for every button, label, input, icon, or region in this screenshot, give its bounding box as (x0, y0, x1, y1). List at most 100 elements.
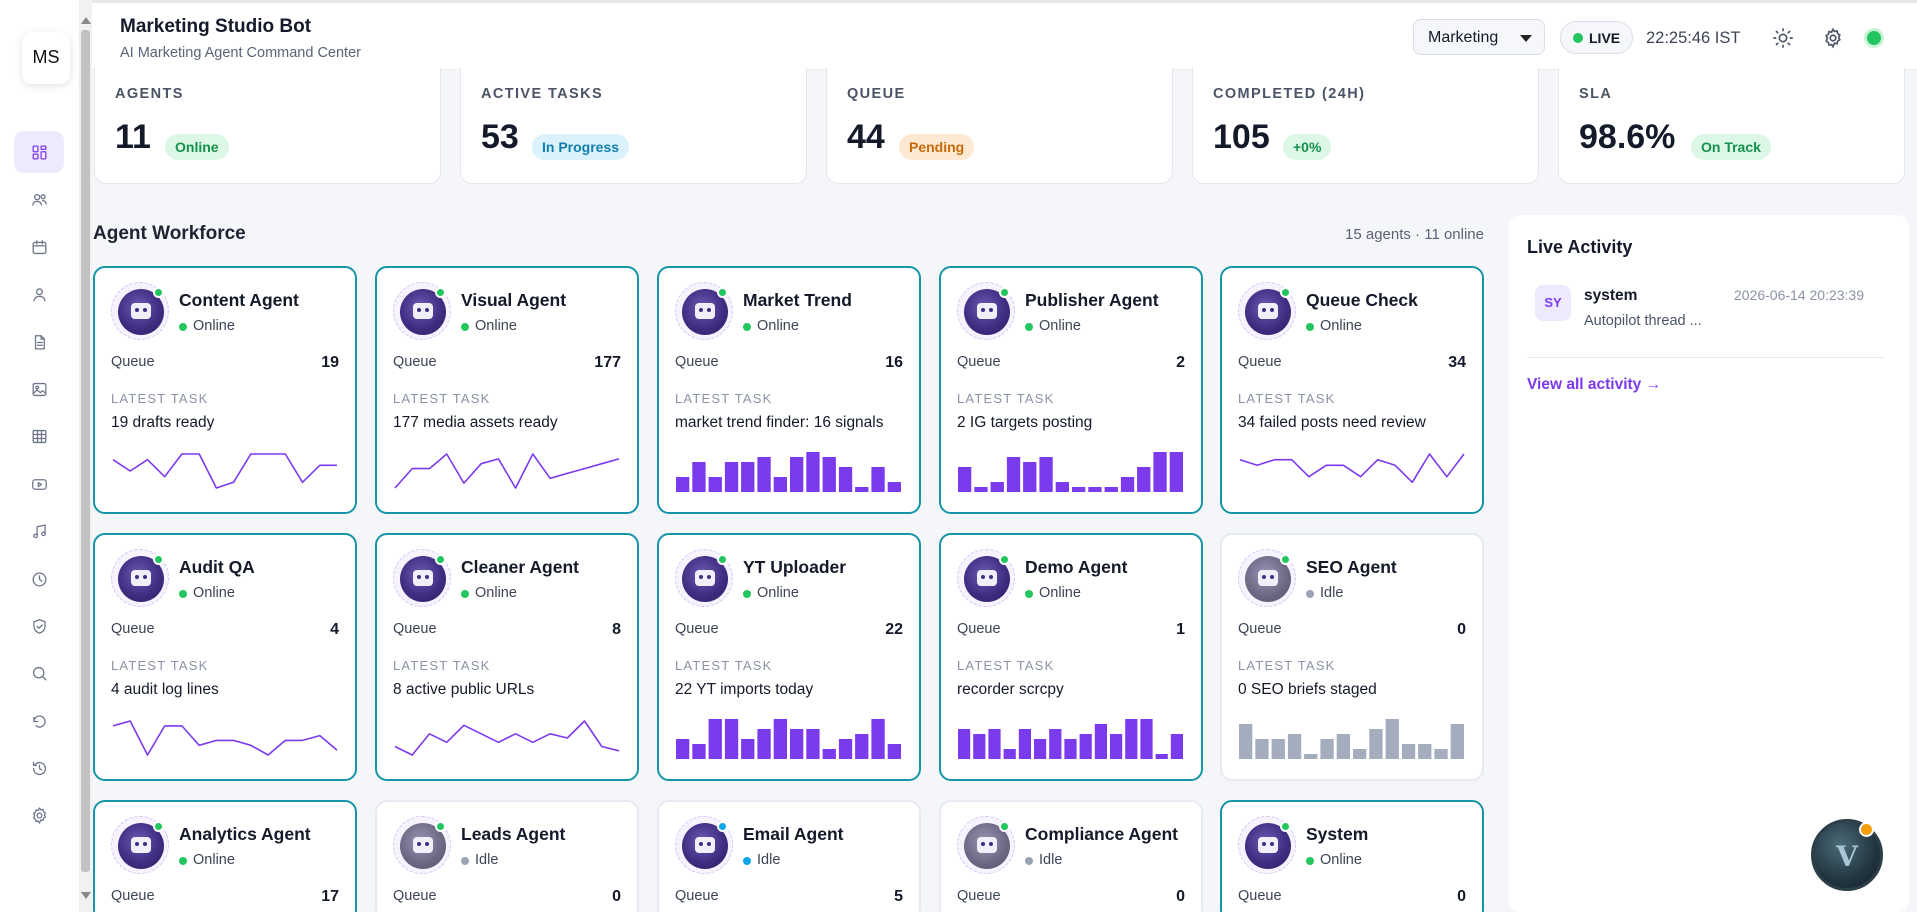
agent-name: Publisher Agent (1025, 290, 1159, 310)
agent-card[interactable]: Content Agent Online Queue 19 LATEST TASK 19 … (93, 266, 357, 514)
top-header: Marketing Studio Bot AI Marketing Agent … (92, 0, 1917, 70)
sidebar-item-history[interactable] (14, 747, 64, 789)
activity-message[interactable]: Autopilot thread ... (1584, 313, 1702, 329)
agent-avatar (957, 816, 1015, 874)
agent-card[interactable]: Visual Agent Online Queue 177 LATEST TASK 177… (375, 266, 639, 514)
sidebar-item-document[interactable] (14, 321, 64, 363)
presence-dot-icon (153, 554, 164, 565)
presence-dot-icon (153, 821, 164, 832)
stat-label: COMPLETED (24H) (1213, 86, 1366, 102)
agent-status-label: Idle (1320, 585, 1344, 601)
sparkline-bar (708, 477, 722, 492)
scroll-up-arrow-icon[interactable] (81, 17, 91, 24)
agent-status-label: Online (1039, 585, 1081, 601)
sparkline-bar (1271, 739, 1285, 759)
video-icon (31, 478, 47, 490)
sidebar-item-dashboard[interactable] (14, 131, 64, 173)
status-dot-icon (1025, 590, 1033, 598)
app-subtitle: AI Marketing Agent Command Center (120, 45, 361, 61)
sparkline-line (394, 720, 620, 756)
presence-dot-icon (435, 287, 446, 298)
sparkline-bar (1003, 749, 1016, 759)
live-indicator[interactable]: LIVE (1560, 21, 1633, 54)
queue-value: 34 (1448, 354, 1466, 371)
agent-card[interactable]: System Online Queue 0 (1220, 800, 1484, 912)
agent-name: Market Trend (743, 290, 852, 310)
scroll-down-arrow-icon[interactable] (81, 892, 91, 899)
queue-label: Queue (1238, 621, 1282, 637)
sidebar: MS (0, 0, 80, 912)
presence-dot-icon (1280, 554, 1291, 565)
sparkline-bar (822, 457, 836, 492)
app-logo[interactable]: MS (22, 32, 70, 84)
agent-card[interactable]: Publisher Agent Online Queue 2 LATEST TASK 2 … (939, 266, 1203, 514)
agent-card[interactable]: Compliance Agent Idle Queue 0 (939, 800, 1203, 912)
sparkline-bar (790, 457, 804, 492)
agent-card[interactable]: Leads Agent Idle Queue 0 (375, 800, 639, 912)
clock-display: 22:25:46 IST (1646, 29, 1741, 47)
latest-task-value: 2 IG targets posting (957, 414, 1093, 431)
sidebar-item-music[interactable] (14, 510, 64, 552)
agent-status-label: Online (1320, 852, 1362, 868)
agent-card[interactable]: Email Agent Idle Queue 5 (657, 800, 921, 912)
sidebar-item-shield[interactable] (14, 605, 64, 647)
agent-status: Online (461, 585, 517, 601)
queue-label: Queue (111, 354, 155, 370)
sparkline-bar (757, 457, 771, 492)
sun-icon[interactable] (1772, 27, 1794, 49)
agent-card[interactable]: Market Trend Online Queue 16 LATEST TASK mark… (657, 266, 921, 514)
agent-avatar (393, 282, 451, 340)
agent-status-label: Idle (1039, 852, 1063, 868)
agent-card[interactable]: Cleaner Agent Online Queue 8 LATEST TASK 8 ac… (375, 533, 639, 781)
sparkline-bar (958, 467, 972, 492)
sidebar-item-search[interactable] (14, 652, 64, 694)
workspace-select[interactable]: Marketing (1413, 19, 1545, 55)
stat-card-queue: QUEUE 44 Pending (826, 68, 1173, 184)
agent-avatar (1238, 816, 1296, 874)
latest-task-label: LATEST TASK (957, 391, 1055, 406)
document-icon (34, 334, 45, 349)
sidebar-item-user[interactable] (14, 273, 64, 315)
agent-card[interactable]: Demo Agent Online Queue 1 LATEST TASK recorde… (939, 533, 1203, 781)
view-all-activity-link[interactable]: View all activity → (1527, 376, 1662, 393)
sidebar-item-users[interactable] (14, 178, 64, 220)
divider (1527, 357, 1885, 358)
sidebar-item-video[interactable] (14, 463, 64, 505)
sparkline-bar (790, 729, 804, 759)
robot-icon (682, 289, 728, 335)
stat-label: AGENTS (115, 86, 184, 102)
sidebar-item-table[interactable] (14, 415, 64, 457)
agent-status-label: Online (193, 852, 235, 868)
sparkline-bar (855, 487, 869, 492)
gear-icon[interactable] (1822, 27, 1844, 49)
sidebar-item-calendar[interactable] (14, 226, 64, 268)
latest-task-label: LATEST TASK (957, 658, 1055, 673)
sparkline-bar (1155, 754, 1168, 759)
agent-name: Leads Agent (461, 824, 566, 844)
agent-card[interactable]: SEO Agent Idle Queue 0 LATEST TASK 0 SEO brie… (1220, 533, 1484, 781)
agent-card[interactable]: YT Uploader Online Queue 22 LATEST TASK 22 YT… (657, 533, 921, 781)
sidebar-item-image[interactable] (14, 368, 64, 410)
sparkline-chart (1239, 453, 1465, 484)
queue-label: Queue (675, 621, 719, 637)
live-activity-panel: Live Activity SY system 2026-06-14 20:23… (1509, 215, 1909, 912)
sparkline-bar (1039, 457, 1053, 492)
queue-value: 0 (1457, 888, 1466, 905)
stat-card-active-tasks: ACTIVE TASKS 53 In Progress (460, 68, 807, 184)
queue-label: Queue (111, 621, 155, 637)
sidebar-item-clock[interactable] (14, 558, 64, 600)
sidebar-item-refresh[interactable] (14, 700, 64, 742)
sparkline-bar (1401, 744, 1416, 759)
agent-status: Online (743, 585, 799, 601)
agent-status: Online (179, 585, 235, 601)
sparkline-bar (757, 729, 771, 759)
scrollbar-thumb[interactable] (81, 30, 90, 872)
live-label: LIVE (1589, 30, 1621, 46)
agent-card[interactable]: Audit QA Online Queue 4 LATEST TASK 4 audit l… (93, 533, 357, 781)
sparkline-chart (112, 720, 338, 756)
latest-task-value: market trend finder: 16 signals (675, 414, 884, 431)
agent-card[interactable]: Queue Check Online Queue 34 LATEST TASK 34 fa… (1220, 266, 1484, 514)
sidebar-item-settings[interactable] (14, 794, 64, 836)
agent-card[interactable]: Analytics Agent Online Queue 17 (93, 800, 357, 912)
user-icon (32, 287, 46, 301)
